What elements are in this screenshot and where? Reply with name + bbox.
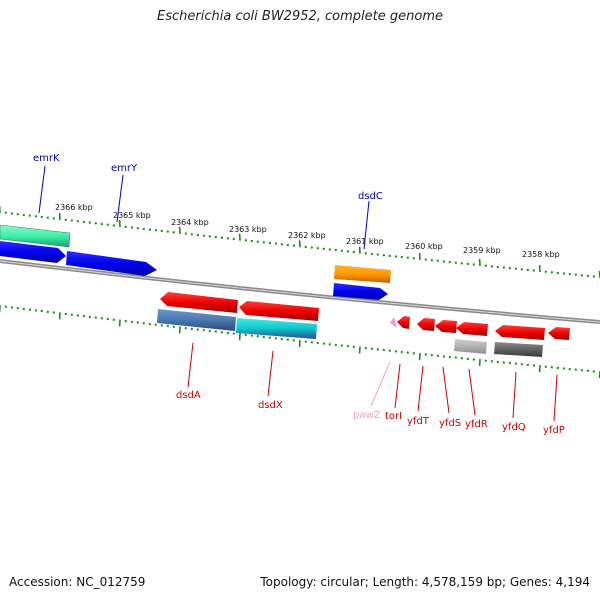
scale-label: 2359 kbp [463, 246, 501, 255]
scale-label: 2360 kbp [405, 242, 443, 251]
gene-label-dsdC[interactable]: dsdC [358, 191, 383, 202]
gene-dsdC-shade [334, 265, 391, 283]
scale-label: 2363 kbp [229, 225, 267, 234]
gene-dsdC[interactable] [333, 283, 388, 300]
gene-torI[interactable] [397, 316, 410, 329]
gene-label-yfdR[interactable]: yfdR [465, 419, 488, 430]
leader-line [370, 361, 391, 407]
gene-yfdQ[interactable] [495, 325, 545, 340]
accession-text: Accession: NC_012759 [9, 575, 146, 589]
scale-label: 2358 kbp [522, 250, 560, 259]
gene-label-yfdQ[interactable]: yfdQ [502, 422, 526, 433]
reverse-gene-labels: dsdA dsdX pawZ torI yfdT yfdS yfdR yfdQ … [176, 342, 565, 436]
forward-strand-features [0, 224, 391, 300]
gene-label-yfdP[interactable]: yfdP [543, 425, 565, 436]
scale-label: 2364 kbp [171, 218, 209, 227]
gene-yfdS[interactable] [435, 320, 457, 333]
leader-line [187, 342, 194, 388]
gene-upstream-blue[interactable] [0, 241, 66, 263]
leader-line [442, 366, 450, 414]
leader-line [468, 368, 476, 416]
forward-gene-labels: emrK emrY dsdC [33, 153, 383, 250]
gene-label-yfdS[interactable]: yfdS [439, 418, 461, 429]
gene-emrK[interactable] [0, 224, 71, 248]
upper-scale-ticks [0, 205, 600, 279]
gene-label-pawZ[interactable]: pawZ [353, 410, 381, 421]
leader-line [38, 165, 46, 214]
gene-label-emrK[interactable]: emrK [33, 153, 60, 164]
gene-label-torI[interactable]: torI [385, 411, 402, 422]
leader-line [417, 365, 424, 412]
reverse-strand-features [157, 292, 570, 357]
leader-line [363, 200, 370, 250]
gene-label-dsdX[interactable]: dsdX [258, 400, 283, 411]
leader-line [267, 350, 274, 397]
scale-labels: 2366 kbp 2365 kbp 2364 kbp 2363 kbp 2362… [55, 203, 560, 259]
gene-dsdA-shade [157, 309, 236, 331]
gene-dsdX-shade [236, 318, 317, 339]
gene-dsdA[interactable] [160, 292, 238, 313]
gene-dsdX[interactable] [239, 301, 319, 321]
gene-label-dsdA[interactable]: dsdA [176, 390, 201, 401]
leader-line [116, 174, 124, 223]
leader-line [553, 374, 558, 422]
scale-label: 2365 kbp [113, 211, 151, 220]
scale-label: 2366 kbp [55, 203, 93, 212]
gene-emrY[interactable] [66, 251, 157, 276]
gene-label-emrY[interactable]: emrY [111, 163, 138, 174]
gene-label-yfdT[interactable]: yfdT [407, 416, 430, 427]
scale-label: 2362 kbp [288, 231, 326, 240]
gene-yfdT[interactable] [417, 318, 435, 331]
leader-line [394, 363, 401, 409]
gene-yfdR[interactable] [456, 322, 488, 336]
genome-summary-text: Topology: circular; Length: 4,578,159 bp… [260, 575, 590, 589]
gene-pawZ[interactable] [390, 317, 397, 328]
gene-yfdR-shade [454, 339, 487, 354]
gene-yfdP[interactable] [548, 327, 570, 340]
leader-line [512, 371, 517, 419]
page-title: Escherichia coli BW2952, complete genome [157, 9, 443, 24]
gene-yfdQ-shade [494, 342, 543, 357]
lower-scale-ticks [0, 305, 600, 379]
